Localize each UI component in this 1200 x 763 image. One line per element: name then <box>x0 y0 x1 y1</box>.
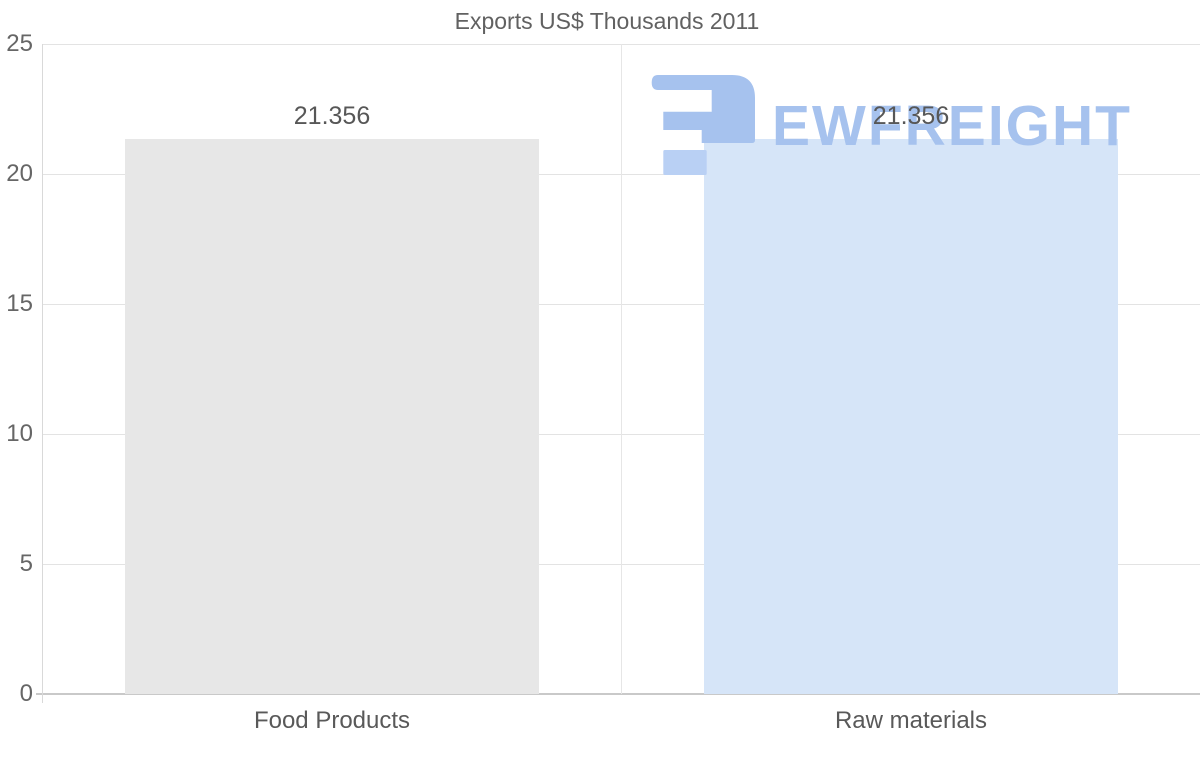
bar <box>704 139 1118 694</box>
y-axis-line <box>42 44 43 703</box>
y-axis-tick-label: 25 <box>6 30 33 57</box>
zero-gridline <box>36 693 1200 695</box>
bar-value-label: 21.356 <box>293 102 371 130</box>
chart-title: Exports US$ Thousands 2011 <box>454 8 760 34</box>
y-axis-tick-label: 15 <box>6 290 33 317</box>
bar <box>125 139 539 694</box>
bar-value-label: 21.356 <box>872 102 950 130</box>
y-axis-tick-label: 20 <box>6 160 33 187</box>
x-axis-category-label: Food Products <box>253 707 411 734</box>
y-axis-tick-label: 5 <box>19 550 33 577</box>
y-axis-tick-label: 0 <box>19 680 33 707</box>
y-axis-tick-label: 10 <box>6 420 33 447</box>
category-divider-line <box>621 44 622 694</box>
x-axis-category-label: Raw materials <box>834 707 988 734</box>
